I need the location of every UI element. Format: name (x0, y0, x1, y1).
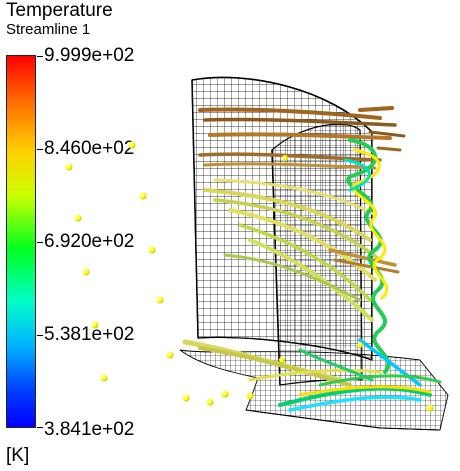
colorbar-label-min: 3.841e+02 (44, 419, 135, 440)
colorbar-label-mid: 6.920e+02 (44, 231, 135, 252)
streamlines-helix (343, 138, 422, 387)
seed-point (148, 246, 156, 254)
colorbar-tick-max (37, 56, 43, 57)
legend-subtitle: Streamline 1 (6, 21, 91, 38)
seed-point (65, 163, 73, 171)
colorbar-label-max: 9.999e+02 (44, 45, 135, 66)
seed-point (91, 321, 99, 329)
seed-point (246, 392, 254, 400)
streamlines-warm (198, 106, 406, 170)
seed-point (206, 398, 214, 406)
seed-point (74, 214, 82, 222)
colorbar-tick-high (37, 149, 43, 150)
colorbar-tick-low (37, 335, 43, 336)
seed-point (82, 268, 90, 276)
colorbar-tick-min (37, 427, 43, 428)
legend-title: Temperature (6, 0, 113, 21)
seed-point (139, 192, 147, 200)
seed-point (128, 141, 136, 149)
seed-point (279, 357, 285, 363)
seed-point (426, 404, 434, 412)
colorbar-label-low: 5.381e+02 (44, 324, 135, 345)
seed-point (357, 342, 363, 348)
seed-point (166, 351, 174, 359)
streamlines-base (182, 339, 442, 412)
seed-point (156, 296, 164, 304)
seed-points (65, 141, 434, 412)
seed-point (182, 394, 190, 402)
legend-unit: [K] (6, 445, 30, 466)
streamlines-mid (203, 178, 400, 322)
colorbar-tick-mid (37, 242, 43, 243)
seed-point (282, 155, 288, 161)
colorbar-label-high: 8.460e+02 (44, 138, 135, 159)
temperature-colorbar (6, 55, 36, 428)
seed-point (100, 374, 108, 382)
seed-point (221, 390, 229, 398)
